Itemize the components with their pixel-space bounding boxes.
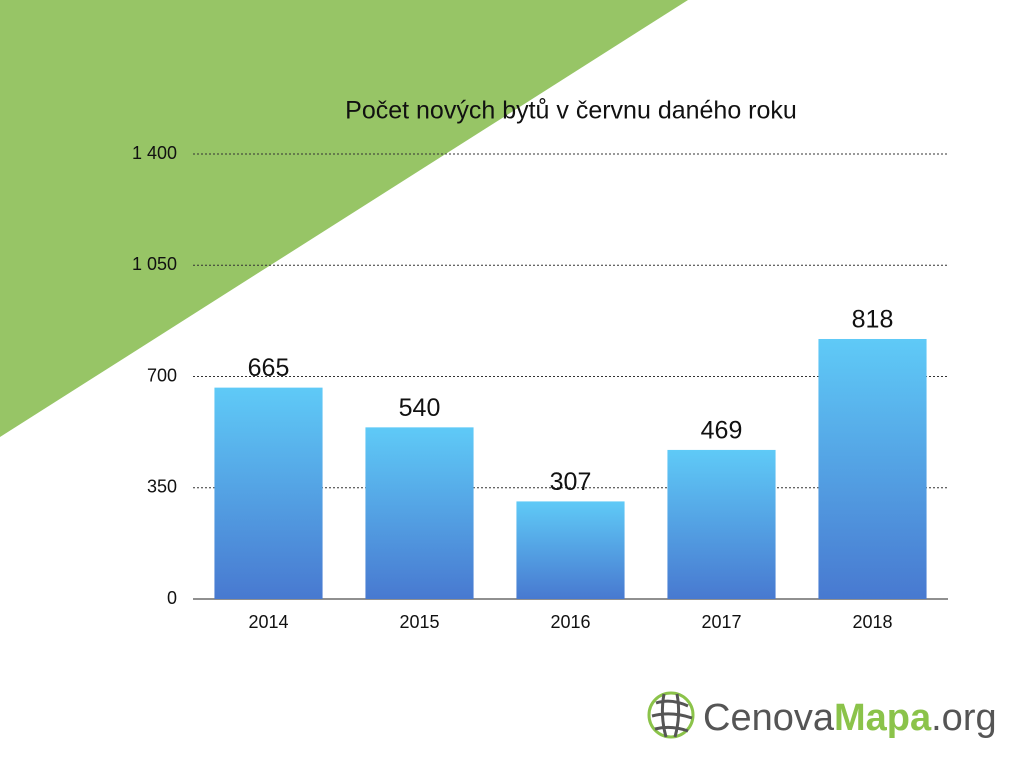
- y-tick-label: 350: [147, 477, 177, 497]
- logo-part: .org: [931, 697, 996, 739]
- logo-globe: [647, 691, 695, 739]
- y-tick-label: 1 050: [132, 254, 177, 274]
- y-tick-label: 1 400: [132, 143, 177, 163]
- value-label: 665: [248, 354, 290, 382]
- x-tick-label: 2014: [248, 612, 288, 632]
- logo-part: Mapa: [834, 697, 932, 739]
- bar: [516, 501, 625, 599]
- x-tick-label: 2015: [399, 612, 439, 632]
- value-label: 540: [399, 394, 441, 422]
- chart-title: Počet nových bytů v červnu daného roku: [345, 97, 797, 125]
- logo-part: Cenova: [703, 697, 835, 739]
- x-tick-label: 2018: [852, 612, 892, 632]
- y-tick-label: 0: [167, 588, 177, 608]
- bar: [667, 449, 776, 599]
- decor-triangle: [0, 0, 688, 437]
- logo-grid: [651, 693, 693, 738]
- x-tick-label: 2017: [701, 612, 741, 632]
- logo: CenovaMapa.org: [647, 691, 997, 739]
- bar: [365, 427, 474, 599]
- y-tick-label: 700: [147, 365, 177, 385]
- bar: [818, 338, 927, 599]
- logo-text: CenovaMapa.org: [703, 697, 997, 739]
- value-label: 307: [550, 468, 592, 496]
- x-tick-label: 2016: [550, 612, 590, 632]
- bar: [214, 387, 323, 599]
- value-label: 469: [701, 417, 743, 445]
- value-label: 818: [852, 306, 894, 334]
